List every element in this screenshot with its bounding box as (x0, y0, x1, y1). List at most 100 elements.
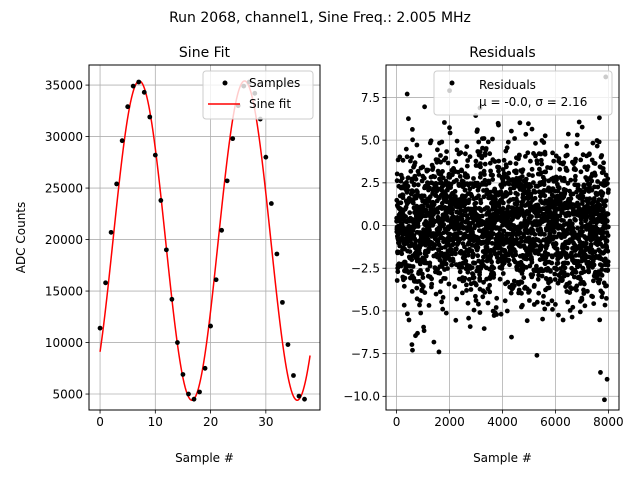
sample-point (274, 251, 280, 257)
residual-point (591, 196, 597, 201)
residual-point (491, 272, 497, 278)
sine-fit-xtick-label: 30 (258, 415, 273, 429)
residual-point (411, 181, 417, 187)
residual-point (532, 232, 538, 237)
residuals-ytick-label: −5.0 (351, 304, 380, 318)
residual-point (575, 182, 581, 188)
sine-fit-ytick-label: 25000 (45, 181, 83, 195)
residual-point (417, 251, 423, 256)
residual-point (433, 182, 439, 188)
residual-point (597, 115, 602, 121)
residuals-xtick-label: 6000 (540, 415, 571, 429)
residual-point (488, 168, 493, 174)
residual-point (454, 246, 459, 252)
residual-point (435, 231, 440, 237)
residual-point (421, 324, 426, 330)
residual-point (513, 252, 519, 258)
residual-point (606, 187, 611, 193)
residual-point (545, 251, 551, 257)
residual-point (578, 157, 584, 163)
residual-point (452, 284, 458, 289)
residual-point (597, 317, 603, 323)
residual-point (545, 301, 551, 307)
residual-point (605, 248, 611, 254)
residual-point (412, 160, 418, 166)
residual-point (597, 203, 603, 209)
sample-point (108, 229, 114, 235)
residual-point (447, 130, 453, 136)
residual-point (541, 293, 546, 299)
residual-point (449, 262, 455, 268)
residual-point (526, 121, 531, 127)
residual-point (564, 168, 570, 173)
residual-point (535, 276, 541, 282)
residual-point (578, 169, 584, 175)
residual-point (405, 183, 411, 189)
residual-point (488, 253, 494, 259)
residual-point (464, 144, 470, 150)
residual-point (466, 315, 471, 321)
residual-point (464, 282, 469, 288)
residual-point (546, 285, 552, 291)
residual-point (489, 234, 494, 240)
residuals-ytick-label: 7.5 (361, 91, 380, 105)
residual-point (539, 161, 545, 167)
residual-point (469, 265, 475, 270)
residual-point (604, 283, 609, 289)
residual-point (580, 152, 586, 158)
sine-fit-title: Sine Fit (179, 45, 231, 61)
residual-point (523, 176, 529, 182)
residual-point (480, 258, 486, 264)
residual-point (431, 201, 437, 207)
residual-point (561, 218, 566, 224)
residual-point (405, 311, 410, 317)
residual-point (482, 152, 488, 158)
residual-point (442, 120, 447, 125)
residual-point (519, 174, 525, 179)
residuals-xtick-label: 0 (393, 415, 401, 429)
residual-point (398, 200, 404, 206)
sample-point (263, 154, 269, 160)
residual-point (530, 272, 536, 278)
residual-point (594, 143, 600, 149)
residual-point (592, 249, 598, 255)
residual-point (494, 312, 499, 317)
residual-point (477, 149, 483, 155)
residual-point (490, 177, 496, 182)
residual-point (569, 250, 574, 256)
sample-point (208, 323, 213, 329)
sine-fit-ylabel: ADC Counts (14, 202, 28, 274)
residual-point (521, 275, 527, 281)
residual-point (580, 194, 586, 199)
sample-point (169, 296, 175, 302)
residuals-ytick-label: −2.5 (351, 262, 380, 276)
residual-point (592, 172, 598, 178)
residual-point (478, 200, 484, 206)
sample-point (197, 389, 202, 395)
sine-fit-ytick-label: 5000 (52, 387, 83, 401)
residual-point (437, 270, 443, 276)
residuals-xtick-label: 4000 (487, 415, 518, 429)
residual-point (395, 232, 401, 238)
residual-point (600, 290, 605, 296)
residual-point (565, 231, 570, 237)
residual-point (498, 311, 504, 317)
residual-point (487, 289, 493, 295)
residual-point (524, 318, 530, 324)
sample-point (302, 396, 307, 402)
residual-point (501, 200, 506, 206)
residual-point (443, 155, 449, 161)
residual-point (435, 238, 441, 244)
residual-point (533, 140, 538, 146)
residual-point (500, 271, 506, 276)
residual-point (450, 258, 456, 264)
residual-point (589, 187, 595, 193)
residual-point (527, 288, 532, 294)
residual-point (453, 317, 459, 323)
residual-point (557, 166, 563, 172)
residual-point (512, 283, 517, 288)
residual-point (441, 222, 447, 227)
residual-point (577, 309, 583, 315)
residual-point (465, 174, 471, 180)
residual-point (472, 260, 478, 266)
